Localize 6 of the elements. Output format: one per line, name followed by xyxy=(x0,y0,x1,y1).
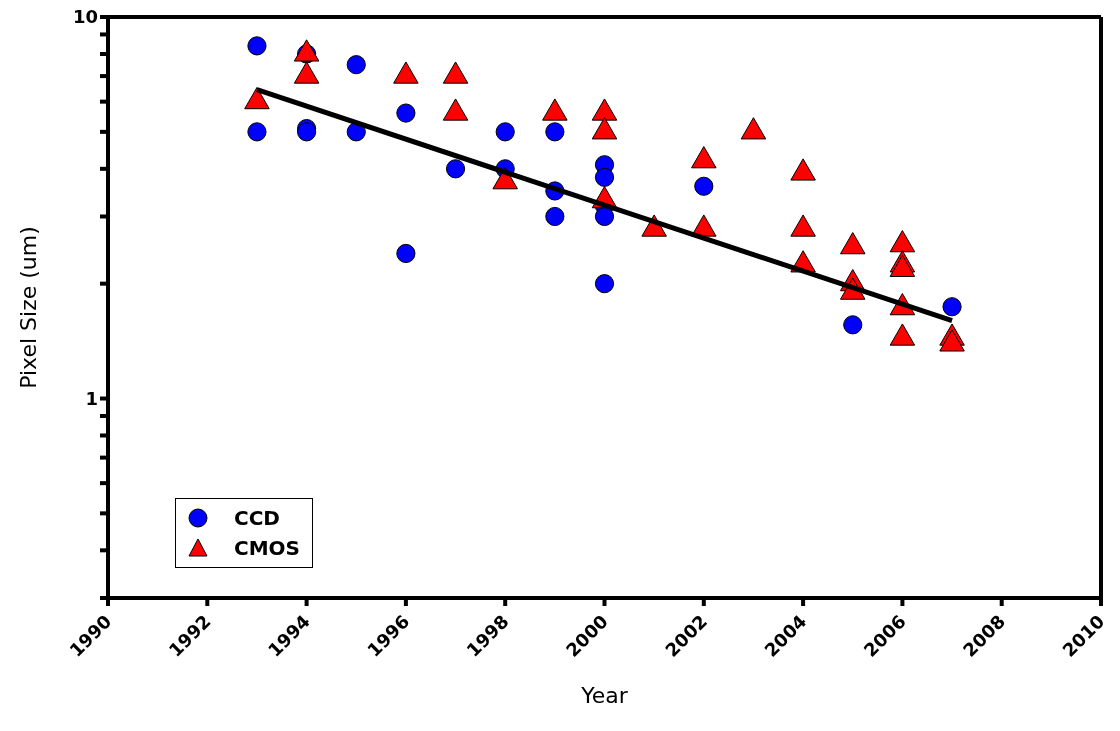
y-tick-label: 1 xyxy=(85,387,98,409)
x-axis-title: Year xyxy=(580,683,629,708)
y-axis-title: Pixel Size (um) xyxy=(15,226,41,389)
legend-label: CCD xyxy=(234,506,280,530)
legend-label: CMOS xyxy=(234,536,300,560)
y-tick-label: 10 xyxy=(72,6,98,28)
